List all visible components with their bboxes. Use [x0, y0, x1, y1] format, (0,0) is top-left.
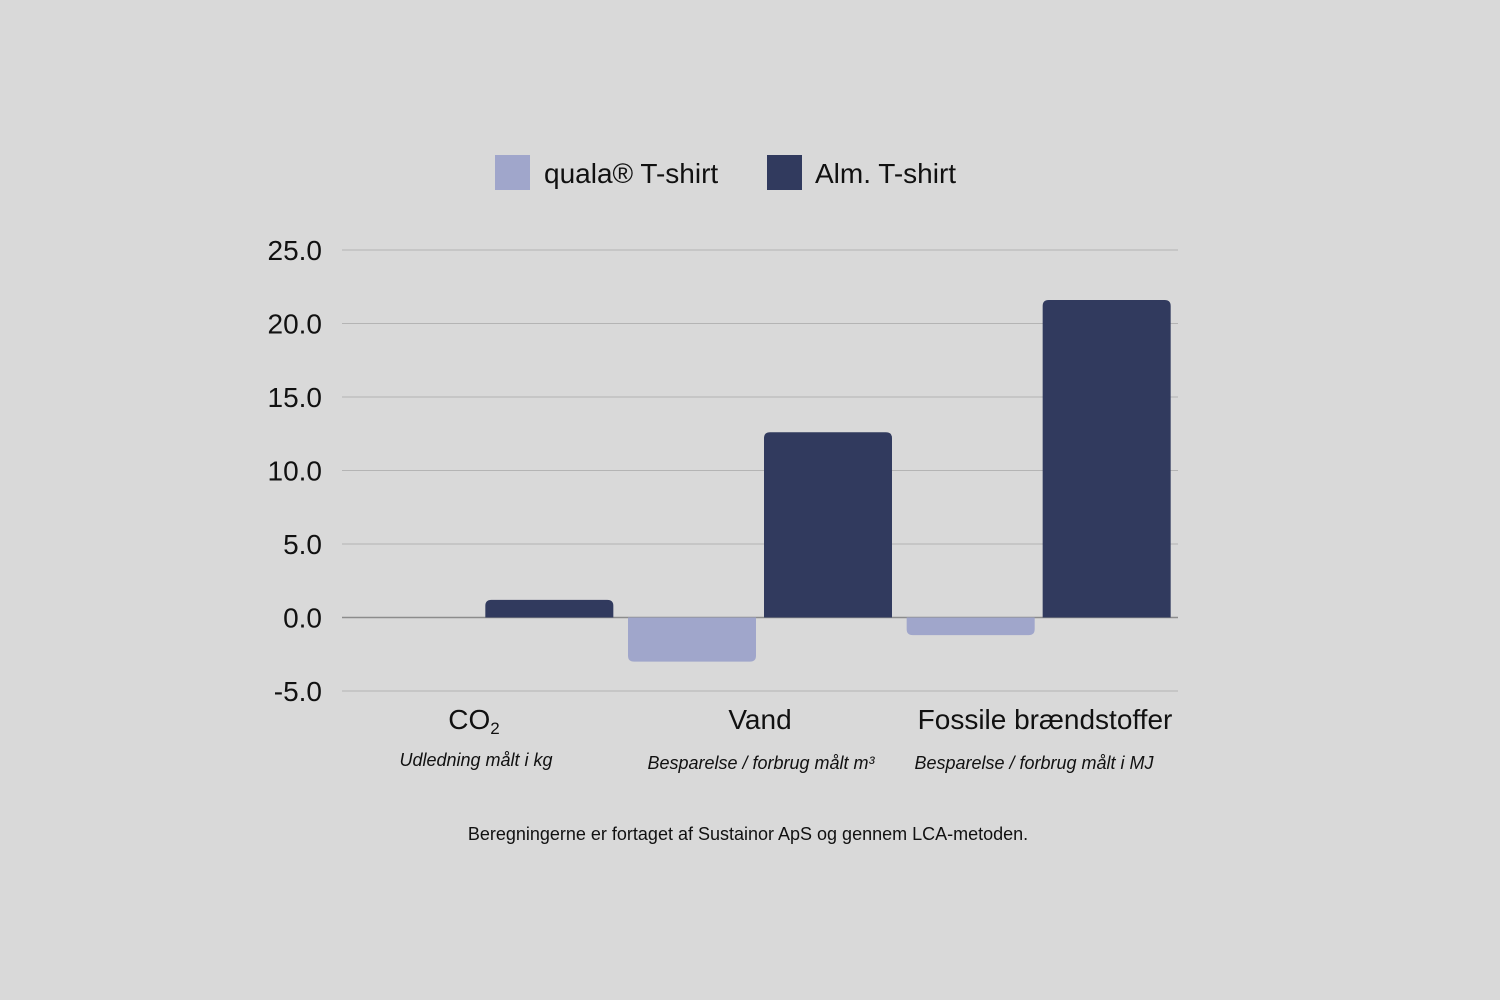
y-tick-label: 0.0: [283, 603, 322, 634]
x-category-label: Fossile brændstoffer: [918, 704, 1173, 735]
legend-label-1: Alm. T-shirt: [815, 158, 956, 189]
y-tick-label: 5.0: [283, 529, 322, 560]
y-tick-label: 15.0: [268, 382, 323, 413]
x-category-subtitle: Udledning målt i kg: [399, 750, 552, 770]
chart-bars: [485, 299, 1171, 662]
y-axis: 25.0 20.0 15.0 10.0 5.0 0.0 -5.0: [268, 235, 323, 707]
x-category-subtitle: Besparelse / forbrug målt m³: [647, 753, 875, 773]
x-category-label: CO2: [448, 704, 499, 738]
bar-quala-2: [906, 617, 1035, 636]
footnote: Beregningerne er fortaget af Sustainor A…: [468, 824, 1028, 844]
x-axis: CO2 Udledning målt i kg Vand Besparelse / f…: [399, 704, 1172, 773]
y-tick-label: 20.0: [268, 309, 323, 340]
bar-alm-2: [1042, 299, 1171, 618]
y-tick-label: -5.0: [274, 676, 322, 707]
legend-swatch-0: [495, 155, 530, 190]
x-category-subtitle: Besparelse / forbrug målt i MJ: [914, 753, 1154, 773]
x-category-label: Vand: [728, 704, 791, 735]
y-tick-label: 25.0: [268, 235, 323, 266]
legend-label-0: quala® T-shirt: [544, 158, 718, 189]
chart-legend: quala® T-shirt Alm. T-shirt: [495, 155, 956, 190]
chart-gridlines: [342, 249, 1178, 692]
bar-alm-0: [485, 599, 614, 618]
legend-swatch-1: [767, 155, 802, 190]
subscript: 2: [490, 719, 499, 738]
bar-quala-1: [628, 617, 756, 662]
bar-alm-1: [764, 432, 892, 618]
y-tick-label: 10.0: [268, 456, 323, 487]
